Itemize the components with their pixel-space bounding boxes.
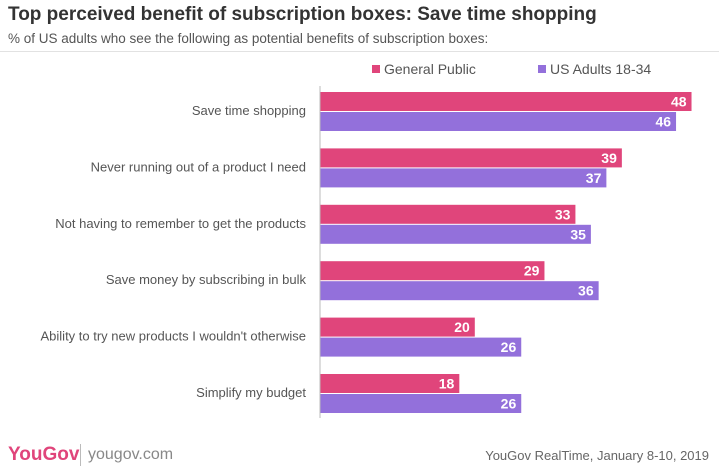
legend-label: General Public bbox=[384, 61, 476, 77]
chart-title: Top perceived benefit of subscription bo… bbox=[8, 4, 597, 25]
footer-separator bbox=[80, 444, 81, 466]
yougov-logo: YouGov bbox=[8, 444, 80, 465]
bar bbox=[320, 281, 599, 301]
bar bbox=[320, 112, 677, 131]
bar-value-label: 36 bbox=[578, 283, 594, 299]
legend-swatch bbox=[372, 65, 380, 73]
legend-swatch bbox=[538, 65, 546, 73]
bar-value-label: 20 bbox=[454, 319, 470, 335]
bar bbox=[320, 317, 475, 337]
bar-value-label: 26 bbox=[501, 339, 517, 355]
bar-value-label: 29 bbox=[524, 263, 540, 279]
category-label: Simplify my budget bbox=[196, 385, 306, 400]
bar-value-label: 33 bbox=[555, 206, 571, 222]
bar-value-label: 35 bbox=[570, 226, 586, 242]
chart-subtitle: % of US adults who see the following as … bbox=[8, 31, 489, 46]
bar-value-label: 39 bbox=[601, 150, 617, 166]
legend-item-us-adults-18-34: US Adults 18-34 bbox=[538, 61, 651, 77]
bar-value-label: 37 bbox=[586, 170, 602, 186]
category-label: Not having to remember to get the produc… bbox=[55, 216, 306, 231]
bar bbox=[320, 168, 607, 188]
category-label: Ability to try new products I wouldn't o… bbox=[41, 329, 307, 344]
legend-label: US Adults 18-34 bbox=[550, 61, 652, 77]
header-divider bbox=[0, 51, 719, 52]
footer-site-link[interactable]: yougov.com bbox=[88, 446, 174, 463]
bar-value-label: 46 bbox=[655, 114, 671, 130]
category-label: Save money by subscribing in bulk bbox=[106, 272, 307, 287]
bar bbox=[320, 148, 622, 168]
bar-value-label: 26 bbox=[501, 396, 517, 412]
legend-item-general-public: General Public bbox=[372, 61, 476, 77]
bar bbox=[320, 337, 522, 357]
bar-value-label: 48 bbox=[671, 94, 687, 110]
bar bbox=[320, 92, 692, 111]
category-label: Never running out of a product I need bbox=[91, 159, 306, 174]
bar-value-label: 18 bbox=[439, 376, 455, 392]
bar bbox=[320, 374, 460, 393]
bar bbox=[320, 261, 545, 281]
bar bbox=[320, 394, 522, 413]
footer-source: YouGov RealTime, January 8-10, 2019 bbox=[485, 448, 709, 463]
bar bbox=[320, 204, 576, 224]
category-label: Save time shopping bbox=[192, 103, 306, 118]
bar bbox=[320, 224, 591, 244]
